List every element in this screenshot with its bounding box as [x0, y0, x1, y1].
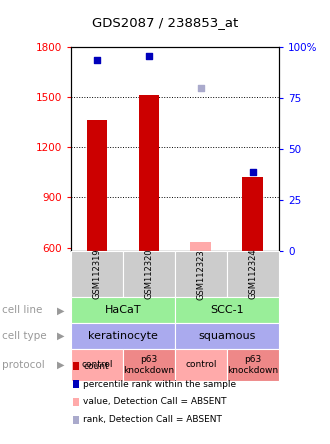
Text: cell line: cell line	[2, 305, 42, 315]
Text: HaCaT: HaCaT	[105, 305, 141, 315]
Text: rank, Detection Call = ABSENT: rank, Detection Call = ABSENT	[83, 415, 222, 424]
Bar	[243, 177, 263, 251]
Text: protocol: protocol	[2, 360, 45, 370]
Text: squamous: squamous	[198, 331, 255, 341]
Point	[250, 169, 255, 176]
Text: control: control	[185, 361, 216, 369]
Text: GDS2087 / 238853_at: GDS2087 / 238853_at	[92, 16, 238, 28]
Text: GSM112323: GSM112323	[196, 249, 205, 300]
Text: percentile rank within the sample: percentile rank within the sample	[83, 380, 237, 388]
Bar	[190, 242, 211, 251]
Point	[198, 84, 204, 91]
Text: keratinocyte: keratinocyte	[88, 331, 158, 341]
Bar	[86, 120, 107, 251]
Text: count: count	[83, 362, 109, 371]
Text: ▶: ▶	[57, 360, 65, 370]
Text: control: control	[81, 361, 113, 369]
Text: ▶: ▶	[57, 305, 65, 315]
Text: p63
knockdown: p63 knockdown	[227, 355, 279, 375]
Text: value, Detection Call = ABSENT: value, Detection Call = ABSENT	[83, 397, 227, 406]
Text: SCC-1: SCC-1	[210, 305, 244, 315]
Text: GSM112319: GSM112319	[92, 249, 101, 300]
Bar	[139, 95, 159, 251]
Text: ▶: ▶	[57, 331, 65, 341]
Text: GSM112324: GSM112324	[248, 249, 257, 300]
Point	[146, 52, 151, 59]
Text: p63
knockdown: p63 knockdown	[123, 355, 175, 375]
Point	[94, 56, 100, 63]
Text: cell type: cell type	[2, 331, 46, 341]
Text: GSM112320: GSM112320	[145, 249, 153, 300]
